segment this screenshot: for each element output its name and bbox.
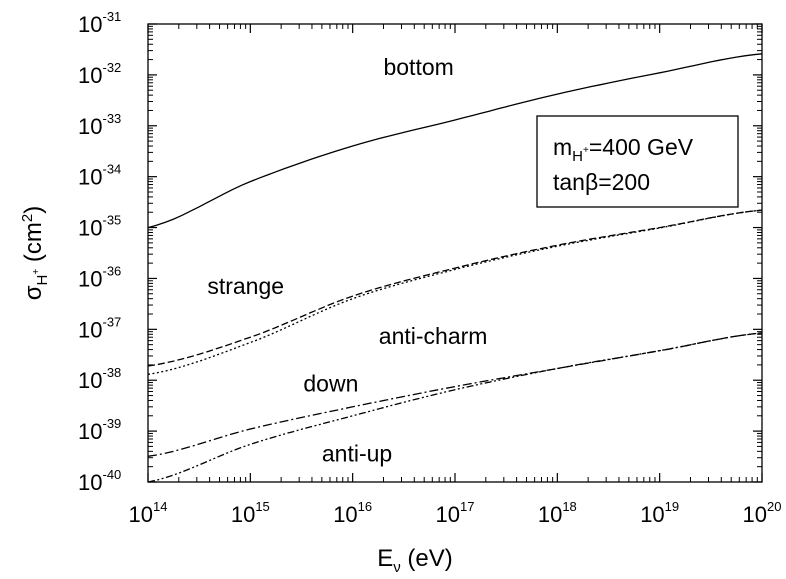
x-tick-label: 1017 bbox=[436, 499, 475, 527]
y-tick-label: 10-37 bbox=[78, 314, 121, 342]
y-tick-label: 10-35 bbox=[78, 213, 121, 241]
x-axis-title: Eν (eV) bbox=[377, 545, 453, 576]
curve-label-down: down bbox=[303, 371, 358, 397]
axis-ticks: 1014 1015 1016 1017 1018 1019 1020 10-40 10-39 10… bbox=[78, 9, 781, 527]
y-tick-label: 10-39 bbox=[78, 416, 121, 444]
curve-label-anti-charm: anti-charm bbox=[379, 323, 488, 349]
x-tick-label: 1019 bbox=[640, 499, 679, 527]
x-tick-label: 1018 bbox=[538, 499, 577, 527]
legend-line-2: tanβ=200 bbox=[553, 169, 650, 195]
y-tick-label: 10-34 bbox=[78, 162, 121, 190]
curve-labels: bottom strange anti-charm down anti-up bbox=[207, 54, 487, 467]
y-tick-label: 10-38 bbox=[78, 365, 121, 393]
x-tick-label: 1020 bbox=[743, 499, 782, 527]
y-tick-label: 10-32 bbox=[78, 60, 121, 88]
y-tick-label: 10-36 bbox=[78, 263, 121, 291]
series-line-down bbox=[148, 333, 762, 456]
x-tick-label: 1014 bbox=[129, 499, 168, 527]
curve-label-bottom: bottom bbox=[383, 54, 453, 80]
x-tick-label: 1015 bbox=[231, 499, 270, 527]
series-line-anti-up bbox=[148, 333, 762, 482]
plot-frame bbox=[148, 24, 762, 482]
y-axis-title: σH+ (cm2) bbox=[19, 206, 51, 301]
y-tick-label: 10-33 bbox=[78, 111, 121, 139]
legend-box: mH+=400 GeV tanβ=200 bbox=[537, 116, 738, 207]
x-tick-label: 1016 bbox=[333, 499, 372, 527]
curve-label-anti-up: anti-up bbox=[322, 441, 392, 467]
y-tick-label: 10-31 bbox=[78, 9, 121, 37]
curve-label-strange: strange bbox=[207, 273, 284, 299]
y-tick-label: 10-40 bbox=[78, 467, 121, 495]
